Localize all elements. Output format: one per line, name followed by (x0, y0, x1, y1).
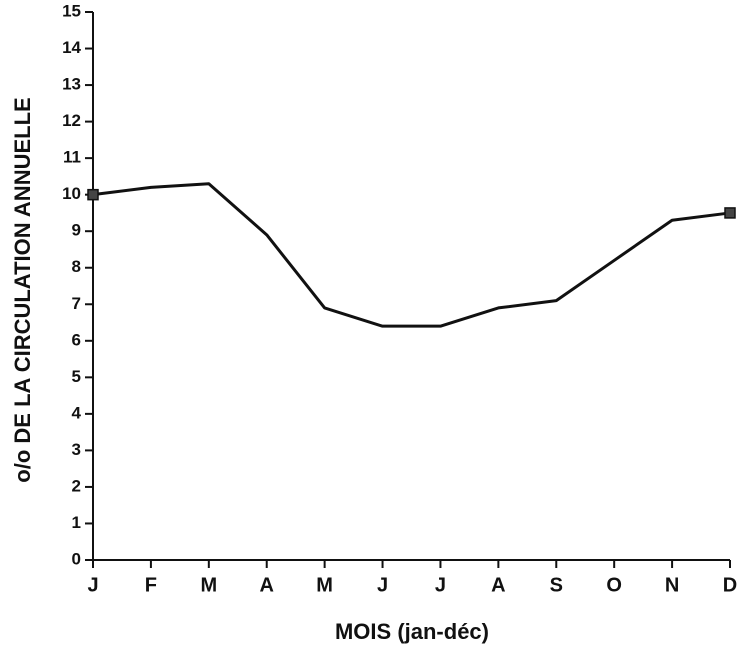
x-tick-label: D (723, 574, 737, 596)
data-line (92, 182, 731, 328)
y-tick-label: 4 (72, 403, 82, 422)
x-tick-label: J (87, 574, 98, 596)
x-tick-label: O (606, 574, 622, 596)
y-tick-label: 12 (62, 111, 81, 130)
y-tick-label: 2 (72, 476, 81, 495)
y-tick-label: 10 (62, 184, 81, 203)
x-tick-label: A (491, 574, 505, 596)
x-axis-title: MOIS (jan-déc) (335, 619, 489, 644)
y-tick-label: 0 (72, 549, 81, 568)
y-tick-label: 7 (72, 294, 81, 313)
x-tick-label: S (550, 574, 563, 596)
x-tick-label: J (377, 574, 388, 596)
y-axis-title: o/o DE LA CIRCULATION ANNUELLE (10, 97, 35, 482)
y-tick-label: 14 (62, 38, 81, 57)
y-tick-label: 1 (72, 513, 81, 532)
y-tick-label: 6 (72, 330, 81, 349)
y-tick-label: 3 (72, 440, 81, 459)
y-tick-label: 11 (63, 148, 81, 167)
y-tick-label: 9 (72, 221, 81, 240)
x-tick-label: M (200, 574, 217, 596)
end-marker (87, 188, 99, 201)
x-tick-label: F (145, 574, 157, 596)
x-tick-label: J (435, 574, 446, 596)
y-tick-label: 13 (62, 75, 81, 94)
y-tick-label: 8 (72, 257, 81, 276)
y-tick-label: 5 (72, 367, 81, 386)
x-tick-label: A (260, 574, 274, 596)
y-tick-label: 15 (62, 1, 81, 20)
x-tick-label: M (316, 574, 333, 596)
end-marker (724, 207, 736, 219)
x-tick-label: N (665, 574, 679, 596)
